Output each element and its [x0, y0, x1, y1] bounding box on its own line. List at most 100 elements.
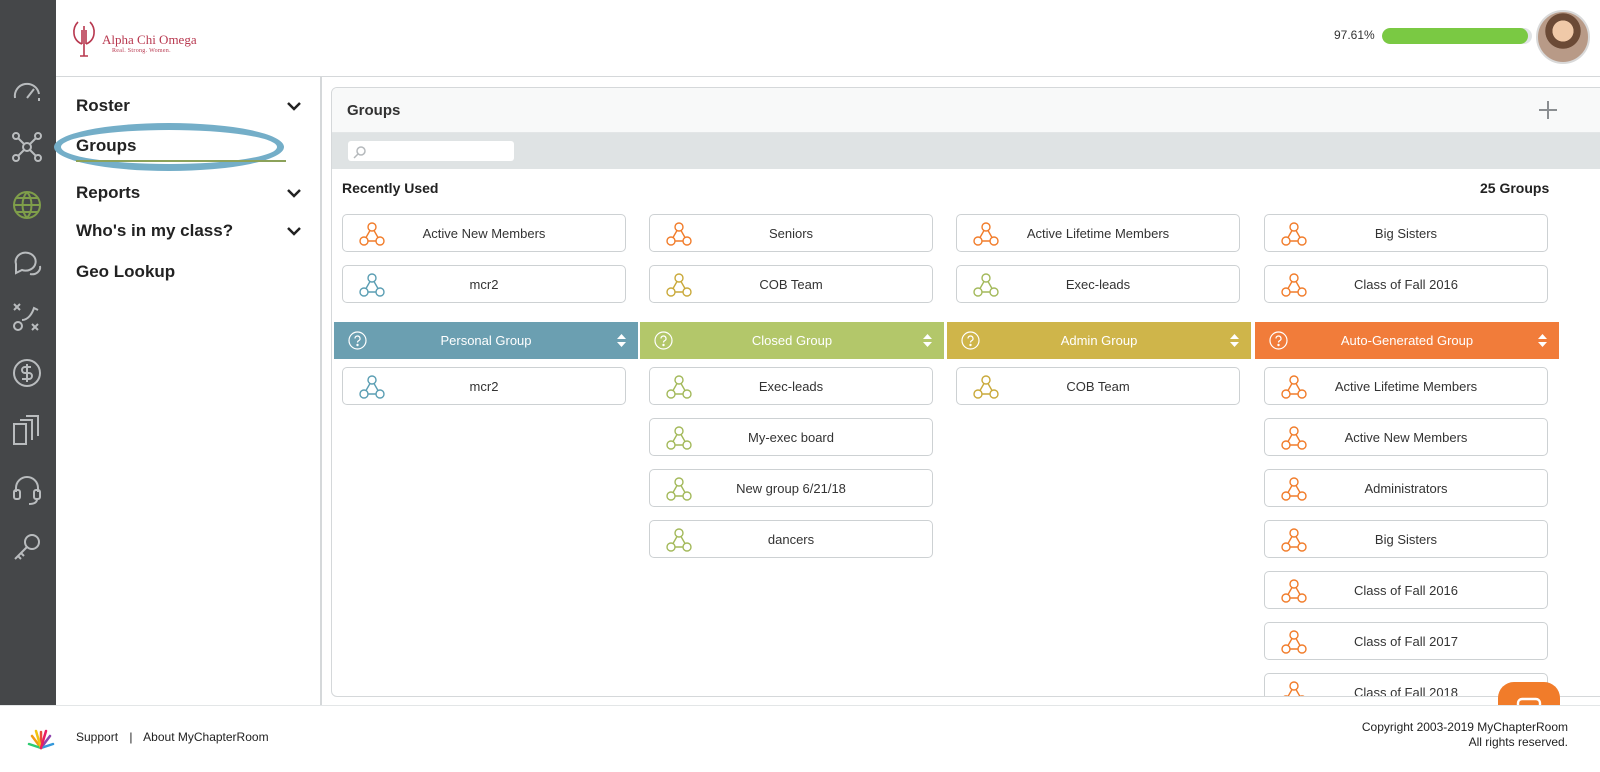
help-icon[interactable] [654, 331, 673, 350]
group-search-input[interactable] [348, 141, 514, 161]
support-link[interactable]: Support [76, 730, 119, 744]
groups-highlight-ring [54, 123, 284, 171]
documents-icon[interactable] [8, 412, 46, 450]
nav-groups[interactable]: Groups [76, 136, 302, 156]
help-icon[interactable] [348, 331, 367, 350]
column-title: Auto-Generated Group [1340, 333, 1474, 348]
nav-reports[interactable]: Reports [76, 183, 302, 203]
nav-roster[interactable]: Roster [76, 96, 302, 116]
copyright-line1: Copyright 2003-2019 MyChapterRoom [1361, 720, 1568, 734]
recent-group-label: mcr2 [469, 276, 499, 292]
network-icon[interactable] [8, 128, 46, 166]
user-avatar[interactable] [1536, 10, 1590, 64]
recent-group-card[interactable]: Active New Members [342, 214, 626, 252]
group-card[interactable]: Class of Fall 2016 [1264, 571, 1548, 609]
about-link[interactable]: About MyChapterRoom [143, 730, 269, 744]
group-icon [1281, 528, 1307, 552]
group-card[interactable]: COB Team [956, 367, 1240, 405]
recent-group-label: Active New Members [422, 225, 546, 241]
chat-bubbles-icon[interactable] [8, 242, 46, 280]
chevron-down-icon[interactable] [286, 223, 302, 239]
chevron-down-icon[interactable] [286, 185, 302, 201]
recent-group-card[interactable]: Seniors [649, 214, 933, 252]
sort-icon[interactable] [617, 334, 626, 347]
footer: Support | About MyChapterRoom Copyright … [0, 705, 1600, 772]
group-count: 25 Groups [1480, 180, 1550, 196]
nav-geo-lookup-label: Geo Lookup [76, 262, 176, 281]
recent-group-label: Big Sisters [1374, 225, 1438, 241]
group-icon [666, 528, 692, 552]
search-icon [353, 146, 366, 159]
group-icon [1283, 681, 1305, 696]
recent-group-card[interactable]: Active Lifetime Members [956, 214, 1240, 252]
group-icon [1281, 579, 1307, 603]
group-icon [973, 273, 999, 297]
group-card[interactable]: Class of Fall 2017 [1264, 622, 1548, 660]
dollar-icon[interactable] [8, 354, 46, 392]
recent-group-label: Class of Fall 2016 [1353, 276, 1459, 292]
globe-icon[interactable] [8, 186, 46, 224]
group-card-label: Exec-leads [758, 378, 824, 394]
help-icon[interactable] [1269, 331, 1288, 350]
recent-group-card[interactable]: Class of Fall 2016 [1264, 265, 1548, 303]
key-icon[interactable] [8, 528, 46, 566]
column-header-auto-generated-group[interactable]: Auto-Generated Group [1255, 322, 1559, 359]
recent-group-card[interactable]: COB Team [649, 265, 933, 303]
group-card[interactable]: dancers [649, 520, 933, 558]
chevron-down-icon[interactable] [286, 98, 302, 114]
column-header-closed-group[interactable]: Closed Group [640, 322, 944, 359]
group-card-label: Class of Fall 2017 [1353, 633, 1459, 649]
nav-whos-in-my-class[interactable]: Who's in my class? [76, 221, 302, 241]
icon-rail [0, 0, 56, 720]
group-icon [973, 222, 999, 246]
nav-groups-active-underline [76, 160, 286, 162]
group-card-label: mcr2 [469, 378, 499, 394]
panel-header: Groups [332, 88, 1600, 133]
headset-icon[interactable] [8, 470, 46, 508]
recent-group-label: Seniors [768, 225, 814, 241]
add-group-button[interactable] [1536, 98, 1560, 122]
group-icon [1281, 477, 1307, 501]
sort-icon[interactable] [1230, 334, 1239, 347]
group-card[interactable]: My-exec board [649, 418, 933, 456]
column-title: Closed Group [751, 333, 833, 348]
group-card-label: dancers [767, 531, 815, 547]
group-card[interactable]: Active Lifetime Members [1264, 367, 1548, 405]
brand-logo[interactable]: Alpha Chi Omega Real. Strong. Women. [70, 18, 197, 62]
copyright-line2: All rights reserved. [1468, 735, 1568, 749]
group-icon [359, 273, 385, 297]
column-title: Personal Group [440, 333, 532, 348]
profile-progress-fill [1382, 28, 1529, 44]
dashboard-icon[interactable] [8, 72, 46, 110]
group-card[interactable]: mcr2 [342, 367, 626, 405]
group-card[interactable]: Exec-leads [649, 367, 933, 405]
strategy-icon[interactable] [8, 298, 46, 336]
sort-icon[interactable] [1538, 334, 1547, 347]
group-card[interactable]: Active New Members [1264, 418, 1548, 456]
recent-group-card[interactable]: Big Sisters [1264, 214, 1548, 252]
sort-icon[interactable] [923, 334, 932, 347]
group-card[interactable]: New group 6/21/18 [649, 469, 933, 507]
recently-used-label: Recently Used [342, 180, 439, 196]
recent-group-card[interactable]: Exec-leads [956, 265, 1240, 303]
group-icon [359, 375, 385, 399]
group-card[interactable]: Administrators [1264, 469, 1548, 507]
group-card[interactable]: Big Sisters [1264, 520, 1548, 558]
group-icon [1281, 426, 1307, 450]
nav-geo-lookup[interactable]: Geo Lookup [76, 262, 302, 282]
footer-separator: | [129, 730, 133, 744]
column-header-personal-group[interactable]: Personal Group [334, 322, 638, 359]
column-header-admin-group[interactable]: Admin Group [947, 322, 1251, 359]
help-icon[interactable] [961, 331, 980, 350]
recent-group-card[interactable]: mcr2 [342, 265, 626, 303]
group-card-label: Big Sisters [1374, 531, 1438, 547]
side-nav: Roster Groups Reports Who's in my class?… [54, 77, 322, 705]
brand-tagline: Real. Strong. Women. [112, 48, 171, 54]
nav-whos-in-my-class-label: Who's in my class? [76, 221, 234, 240]
groups-panel: Groups Recently Used 25 Groups Active Ne… [331, 87, 1600, 697]
recent-group-label: COB Team [759, 276, 823, 292]
top-header: Alpha Chi Omega Real. Strong. Women. 97.… [56, 0, 1600, 77]
recent-group-label: Active Lifetime Members [1026, 225, 1170, 241]
group-icon [666, 222, 692, 246]
mychapterroom-logo-icon [27, 729, 55, 750]
